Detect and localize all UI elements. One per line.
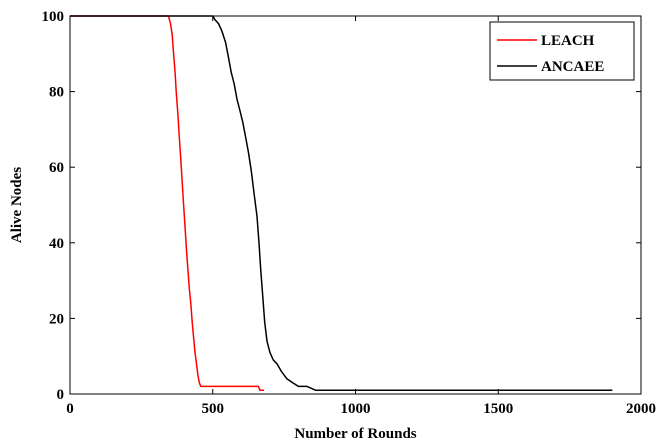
y-tick-label-0: 0 (57, 387, 65, 403)
y-tick-label-3: 60 (49, 160, 64, 176)
plot-lines (70, 15, 613, 391)
y-axis-label: Alive Nodes (9, 167, 25, 243)
x-axis-label: Number of Rounds (294, 426, 416, 441)
y-tick-label-4: 80 (49, 85, 64, 101)
x-tick-label-4: 2000 (626, 401, 656, 417)
legend-label-ancaee: ANCAEE (541, 59, 604, 75)
x-tick-label-2: 1000 (341, 401, 371, 417)
y-tick-label-2: 40 (49, 236, 64, 252)
x-tick-label-3: 1500 (483, 401, 513, 417)
legend: LEACH ANCAEE (489, 21, 635, 81)
legend-label-leach: LEACH (541, 33, 595, 49)
legend-box (489, 21, 635, 81)
x-tick-label-0: 0 (66, 401, 74, 417)
y-tick-label-5: 100 (42, 9, 65, 25)
axis-ticks (69, 15, 642, 395)
series-line-leach (70, 15, 265, 391)
series-line-ancaee (70, 15, 613, 391)
x-tick-label-1: 500 (202, 401, 225, 417)
axis-tick-labels: 0 500 1000 1500 2000 0 20 40 60 80 100 (42, 9, 656, 417)
y-tick-label-1: 20 (49, 311, 64, 327)
